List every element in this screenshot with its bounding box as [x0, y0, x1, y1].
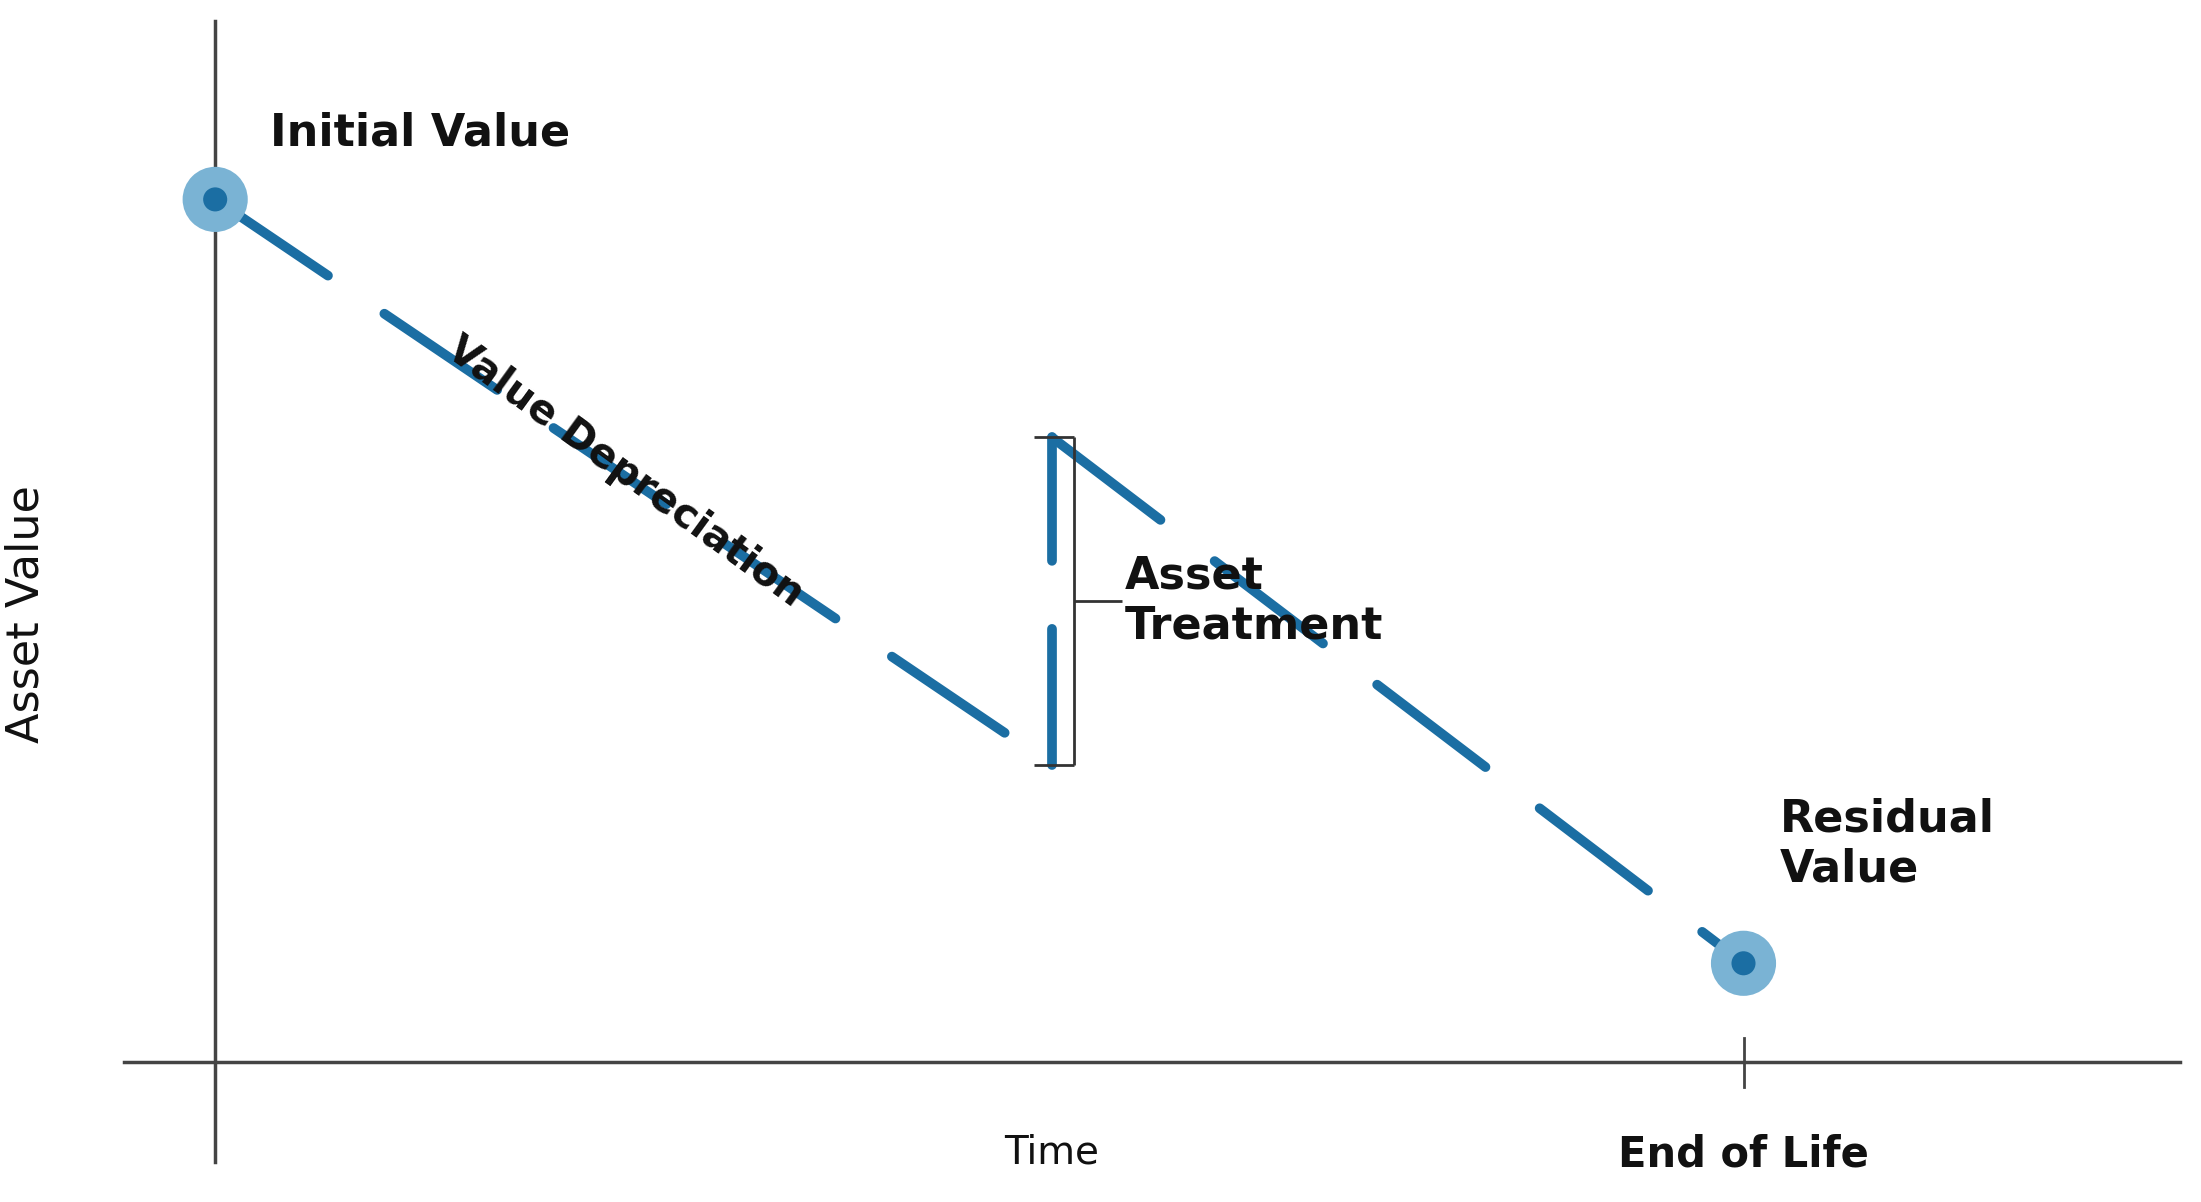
Point	[1726, 953, 1761, 972]
Point	[198, 190, 233, 209]
Text: End of Life: End of Life	[1618, 1133, 1869, 1176]
Point	[1726, 953, 1761, 972]
Text: Time: Time	[1004, 1133, 1100, 1172]
Text: Initial Value: Initial Value	[271, 112, 570, 155]
Text: Residual
Value: Residual Value	[1781, 798, 1994, 891]
Text: Asset
Treatment: Asset Treatment	[1125, 555, 1382, 648]
Text: Asset Value: Asset Value	[4, 486, 46, 743]
Text: Value Depreciation: Value Depreciation	[438, 329, 810, 615]
Point	[198, 190, 233, 209]
